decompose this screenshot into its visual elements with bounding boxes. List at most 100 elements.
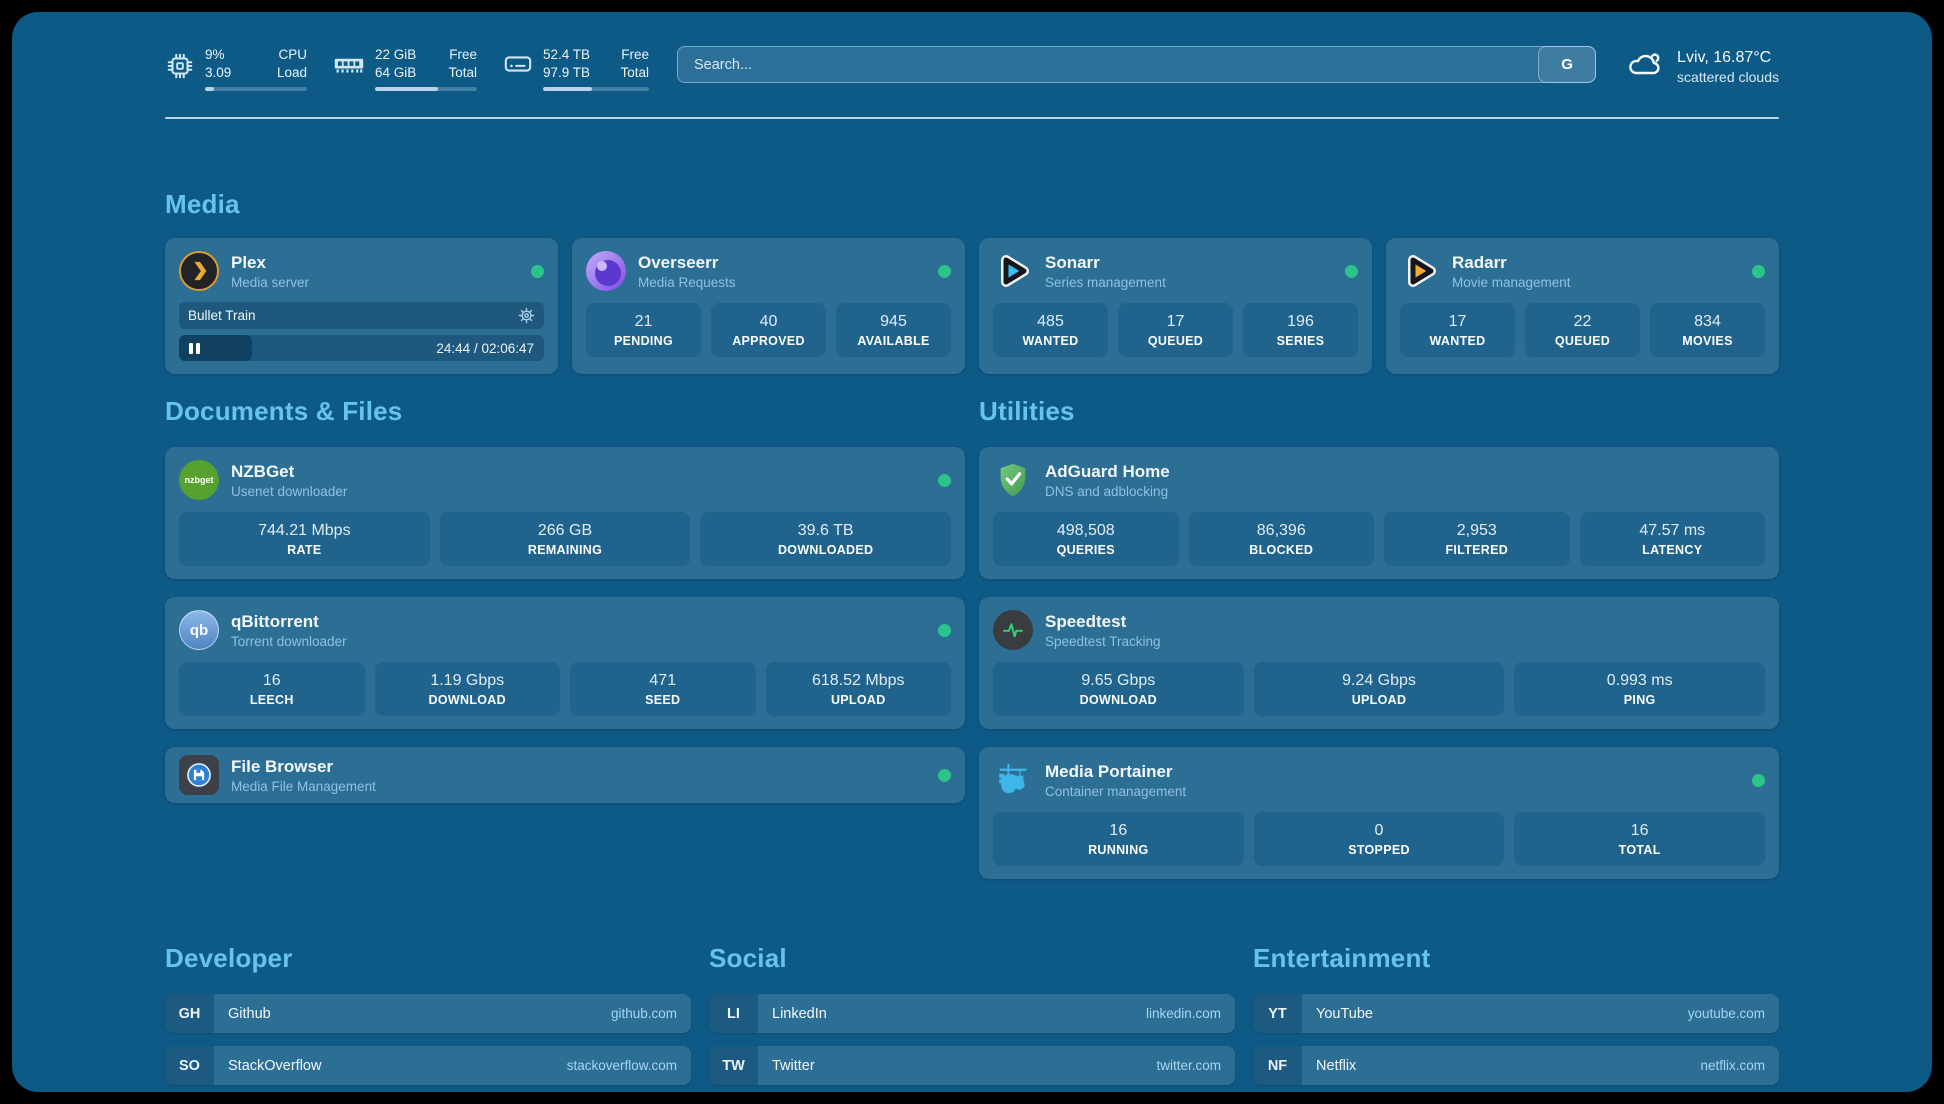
header-divider: [165, 117, 1779, 120]
link-linkedin[interactable]: LI LinkedIn linkedin.com: [709, 994, 1235, 1034]
documents-column: Documents & Files nzbget NZBGet Usenet d…: [165, 396, 965, 804]
section-title-entertainment: Entertainment: [1253, 943, 1431, 974]
app-name: Radarr: [1452, 252, 1507, 272]
cpu-widget: 9% CPU 3.09 Load: [165, 46, 307, 92]
sonarr-card[interactable]: Sonarr Series management 485 WANTED 17 QUE…: [979, 238, 1372, 375]
section-title-documents: Documents & Files: [165, 396, 403, 427]
status-dot: [1752, 773, 1765, 787]
stat-running: 16 RUNNING: [993, 812, 1244, 867]
qbittorrent-card[interactable]: qb qBittorrent Torrent downloader 16 LEEC…: [165, 597, 965, 730]
status-dot: [1752, 264, 1765, 278]
section-title-social: Social: [709, 943, 787, 974]
cpu-usage: 9%: [205, 47, 225, 62]
link-stackoverflow[interactable]: SO StackOverflow stackoverflow.com: [165, 1046, 691, 1086]
filebrowser-card[interactable]: File Browser Media File Management: [165, 747, 965, 804]
app-name: Plex: [231, 252, 266, 272]
app-name: Sonarr: [1045, 252, 1100, 272]
link-netflix[interactable]: NF Netflix netflix.com: [1253, 1046, 1779, 1086]
plex-player-bar: 24:44 / 02:06:47: [179, 335, 544, 362]
search-engine-button[interactable]: G: [1538, 46, 1597, 83]
bookmark-group-entertainment: Entertainment YT YouTube youtube.com NF N…: [1253, 943, 1779, 1092]
plex-card[interactable]: Plex Media server Bullet Train 24:44 / 0…: [165, 238, 558, 375]
filebrowser-icon: [179, 755, 219, 796]
storage-widget: 52.4 TB Free 97.9 TB Total: [503, 46, 649, 92]
memory-total: 64 GiB: [375, 65, 417, 81]
adguard-card[interactable]: AdGuard Home DNS and adblocking 498,508 Q…: [979, 447, 1779, 580]
status-dot: [531, 264, 544, 278]
header: 9% CPU 3.09 Load: [165, 46, 1779, 92]
app-name: Overseerr: [638, 252, 719, 272]
storage-total: 97.9 TB: [543, 65, 591, 81]
link-youtube[interactable]: YT YouTube youtube.com: [1253, 994, 1779, 1034]
app-name: qBittorrent: [231, 611, 319, 631]
stat-downloaded: 39.6 TB DOWNLOADED: [700, 512, 951, 567]
stat-queries: 498,508 QUERIES: [993, 512, 1179, 567]
link-abbr: LI: [709, 994, 758, 1034]
pause-button[interactable]: [189, 342, 200, 354]
cpu-progress-fill: [205, 87, 215, 92]
adguard-icon: [993, 460, 1033, 500]
overseerr-card[interactable]: Overseerr Media Requests 21 PENDING 40 APP…: [572, 238, 965, 375]
plex-now-playing-row: Bullet Train: [179, 302, 544, 330]
status-dot: [1345, 264, 1358, 278]
app-subtitle: Torrent downloader: [231, 634, 347, 650]
memory-free: 22 GiB: [375, 47, 417, 62]
memory-icon: [333, 51, 365, 91]
portainer-icon: [993, 760, 1033, 800]
media-grid: Plex Media server Bullet Train 24:44 / 0…: [165, 238, 1779, 375]
stat-upload: 9.24 Gbps UPLOAD: [1253, 662, 1505, 717]
stat-remaining: 266 GB REMAINING: [439, 512, 691, 567]
speedtest-card[interactable]: Speedtest Speedtest Tracking 9.65 Gbps DO…: [979, 597, 1779, 730]
storage-free-label: Free: [621, 47, 649, 62]
link-twitter[interactable]: TW Twitter twitter.com: [709, 1046, 1235, 1086]
app-name: Media Portainer: [1045, 761, 1173, 781]
status-dot: [938, 264, 951, 278]
cloud-icon: [1624, 48, 1664, 85]
link-name: StackOverflow: [228, 1057, 322, 1074]
stat-movies: 834 MOVIES: [1650, 303, 1765, 358]
stat-leech: 16 LEECH: [179, 662, 365, 717]
stat-latency: 47.57 ms LATENCY: [1579, 512, 1765, 567]
link-name: Twitter: [772, 1057, 815, 1074]
app-subtitle: Media Requests: [638, 275, 736, 291]
stat-pending: 21 PENDING: [586, 303, 701, 358]
portainer-card[interactable]: Media Portainer Container management 16 R…: [979, 747, 1779, 880]
app-subtitle: Movie management: [1452, 275, 1571, 291]
stat-filtered: 2,953 FILTERED: [1384, 512, 1570, 567]
stat-total: 16 TOTAL: [1514, 812, 1765, 867]
cpu-icon: [165, 51, 195, 91]
radarr-card[interactable]: Radarr Movie management 17 WANTED 22 QUEUE…: [1386, 238, 1779, 375]
app-subtitle: Usenet downloader: [231, 484, 348, 500]
memory-free-label: Free: [449, 47, 477, 62]
bookmark-group-developer: Developer GH Github github.com SO StackOv…: [165, 943, 691, 1092]
link-abbr: GH: [165, 994, 214, 1034]
stat-ping: 0.993 ms PING: [1514, 662, 1765, 717]
gear-icon[interactable]: [518, 307, 535, 324]
qbittorrent-icon: qb: [179, 610, 219, 651]
dashboard-page: 9% CPU 3.09 Load: [12, 12, 1932, 1092]
link-name: Netflix: [1316, 1057, 1357, 1074]
link-name: Github: [228, 1005, 271, 1022]
link-url: linkedin.com: [1145, 1006, 1221, 1022]
app-subtitle: DNS and adblocking: [1045, 484, 1169, 500]
memory-progress-track: [375, 87, 477, 92]
playback-time: 24:44 / 02:06:47: [436, 340, 534, 356]
stat-approved: 40 APPROVED: [711, 303, 826, 358]
link-name: YouTube: [1316, 1005, 1373, 1022]
storage-free: 52.4 TB: [543, 47, 591, 62]
nzbget-card[interactable]: nzbget NZBGet Usenet downloader 744.21 M…: [165, 447, 965, 580]
bookmark-group-social: Social LI LinkedIn linkedin.com TW Twitte…: [709, 943, 1235, 1092]
link-github[interactable]: GH Github github.com: [165, 994, 691, 1034]
cpu-progress-track: [205, 87, 307, 92]
app-name: Speedtest: [1045, 611, 1127, 631]
system-stats: 9% CPU 3.09 Load: [165, 46, 649, 92]
cpu-label: CPU: [278, 47, 307, 62]
search-input[interactable]: [677, 46, 1597, 83]
link-abbr: TW: [709, 1046, 758, 1086]
section-title-developer: Developer: [165, 943, 293, 974]
stat-download: 1.19 Gbps DOWNLOAD: [374, 662, 560, 717]
cpu-load-label: Load: [276, 65, 307, 81]
link-url: github.com: [610, 1006, 677, 1022]
nzbget-icon: nzbget: [179, 460, 219, 501]
app-subtitle: Media File Management: [231, 779, 376, 795]
